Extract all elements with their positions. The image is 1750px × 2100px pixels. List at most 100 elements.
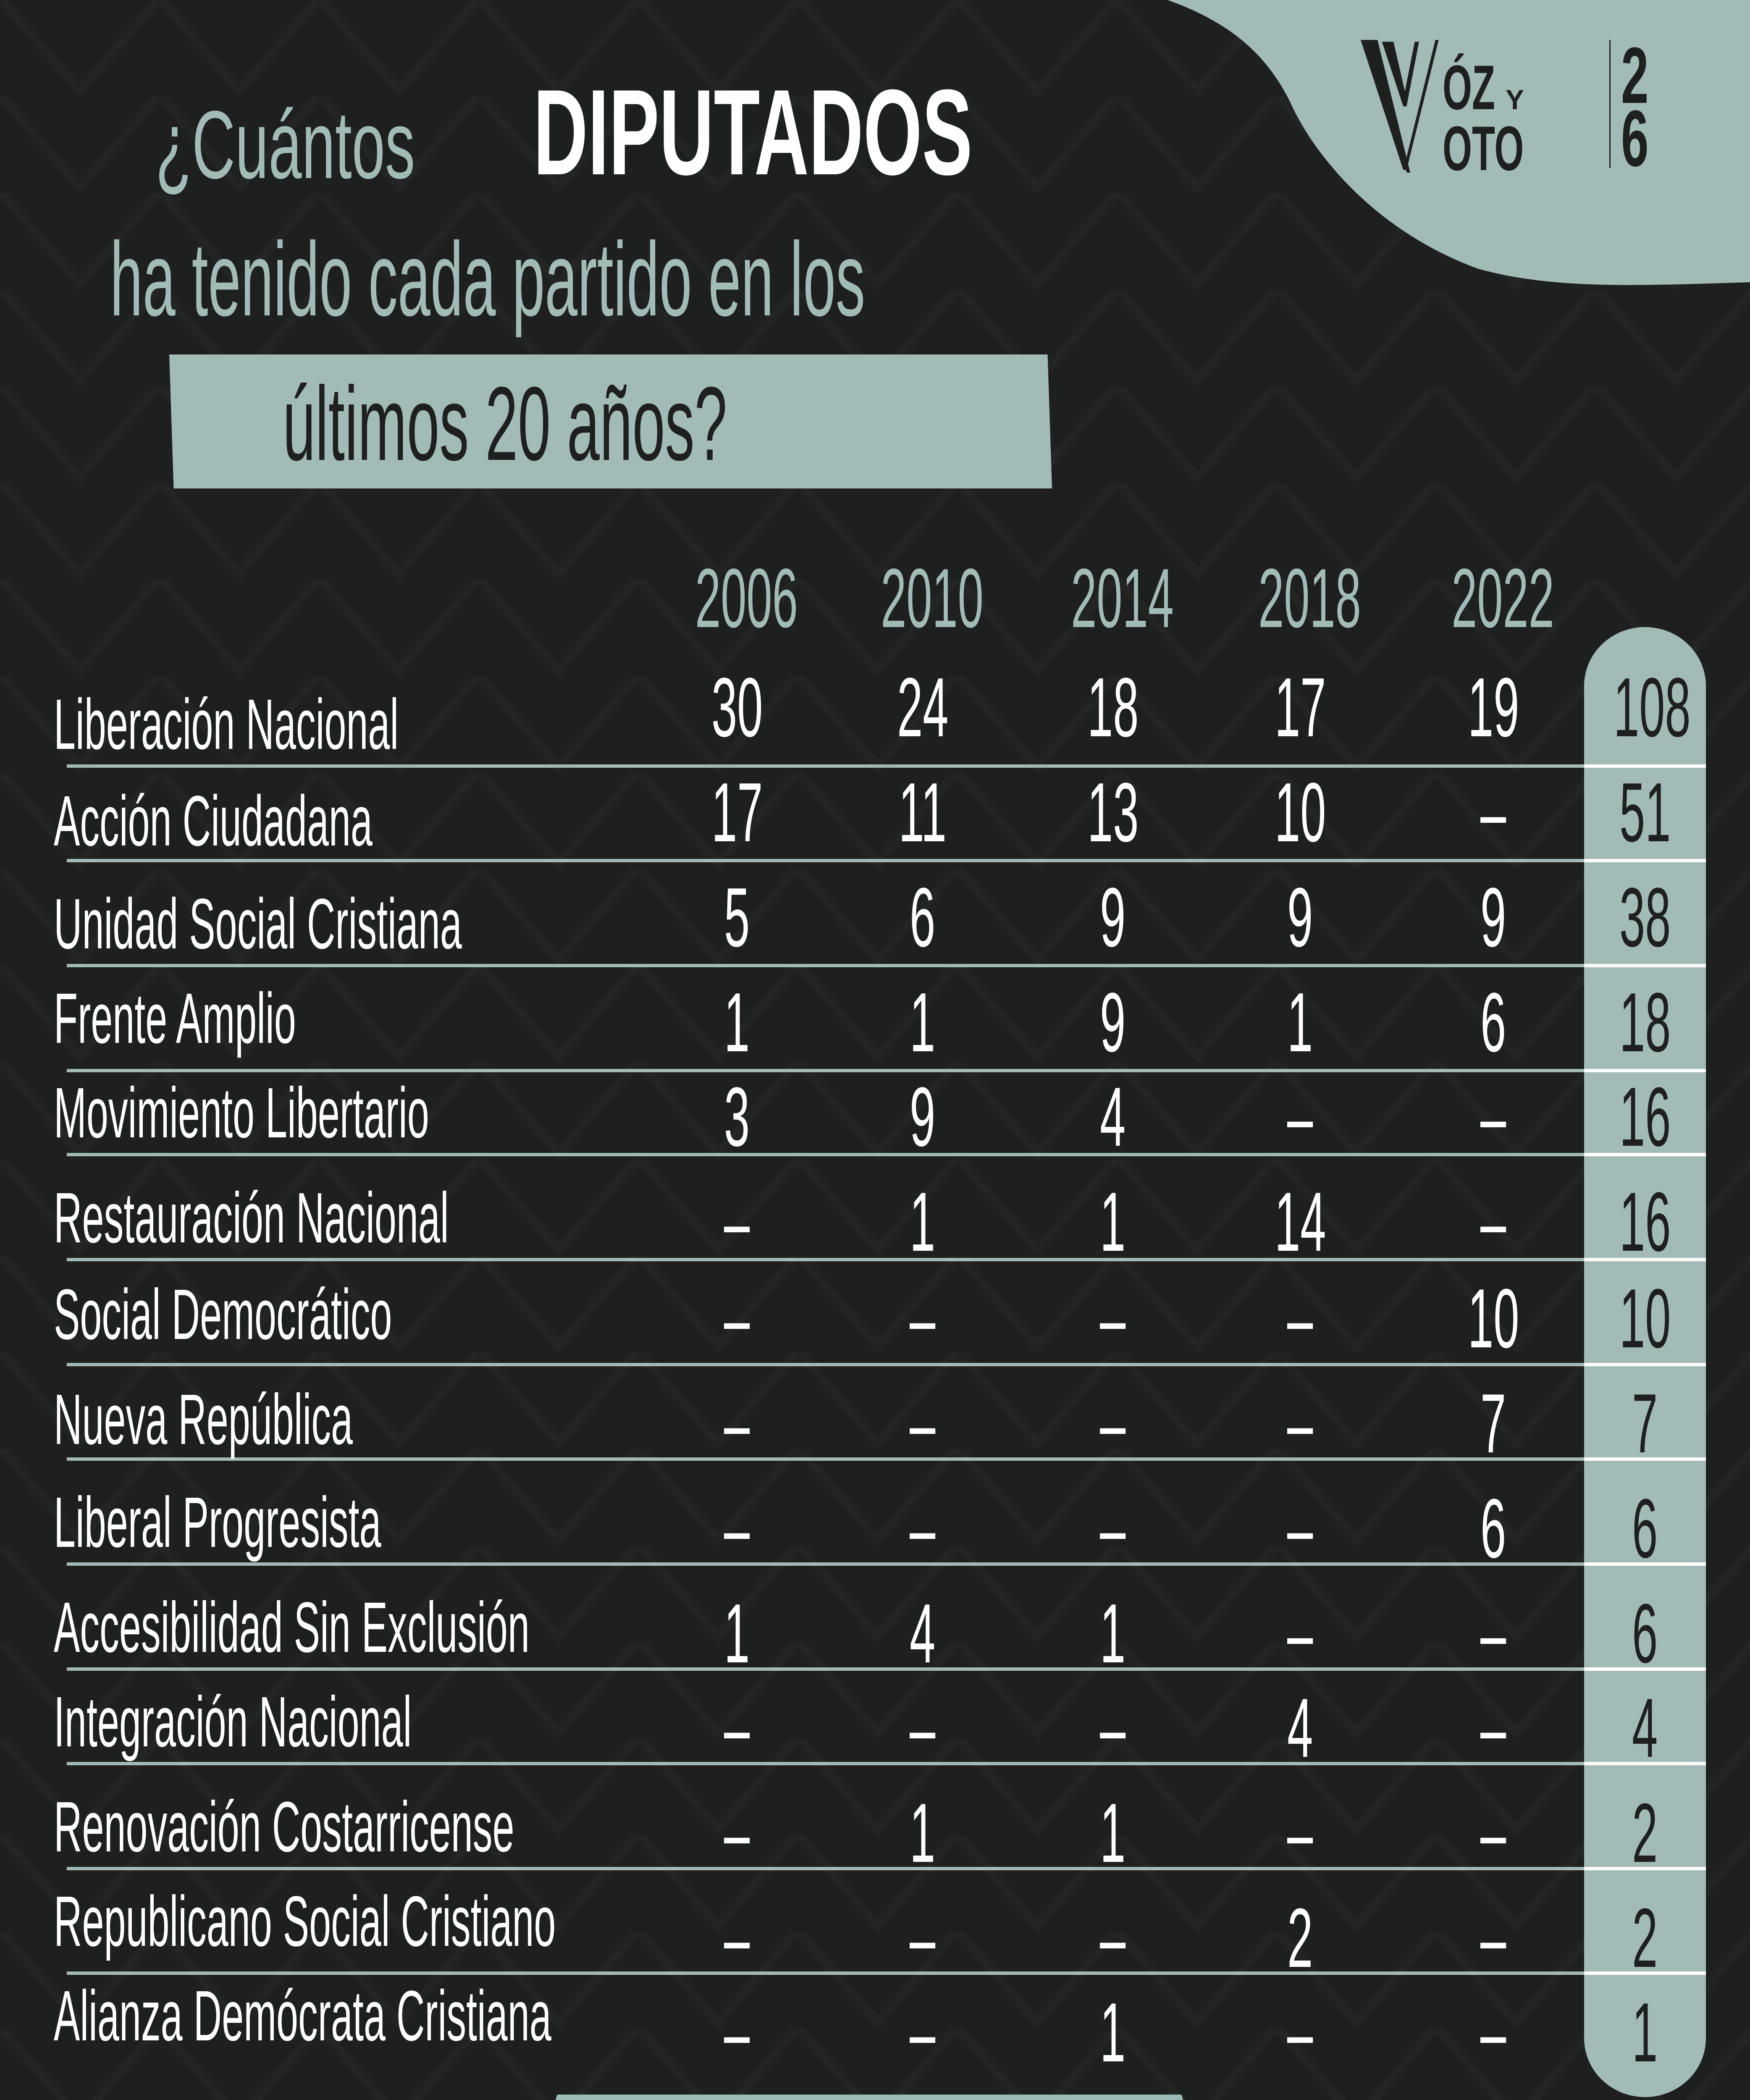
party-label: Restauración Nacional — [54, 1178, 449, 1258]
table-cell-2006: – — [724, 1786, 750, 1880]
row-separator — [67, 1258, 1706, 1261]
logo-v-outer — [1361, 40, 1439, 170]
table-cell-2006: – — [724, 1175, 750, 1269]
party-label: Liberal Progresista — [54, 1483, 381, 1562]
row-separator — [67, 1762, 1706, 1765]
row-separator — [67, 1867, 1706, 1870]
title-banner: últimos 20 años? — [169, 354, 1052, 488]
total-cell: 4 — [1632, 1681, 1658, 1775]
table-cell-2018: – — [1287, 1482, 1313, 1575]
row-separator — [67, 859, 1706, 862]
total-cell: 1 — [1632, 1986, 1658, 2079]
table-cell-2022: – — [1480, 1587, 1506, 1680]
table-cell-2010: – — [910, 1891, 936, 1985]
row-separator — [67, 1457, 1706, 1461]
table-cell-2018: 10 — [1274, 766, 1326, 859]
table-cell-2010: – — [910, 1681, 936, 1775]
table-cell-2010: – — [910, 1482, 936, 1575]
row-separator — [67, 764, 1706, 768]
voz-y-voto-logo: ÓZ Y OTO 2 6 — [1361, 40, 1649, 174]
total-cell: 18 — [1619, 976, 1671, 1069]
svg-text:ÓZ: ÓZ — [1443, 52, 1495, 123]
table-cell-2006: 3 — [724, 1070, 750, 1164]
table-cell-2010: 4 — [910, 1587, 936, 1680]
table-cell-2018: 17 — [1274, 661, 1326, 754]
total-cell: 2 — [1632, 1891, 1658, 1985]
table-cell-2022: – — [1480, 1175, 1506, 1269]
table-cell-2010: – — [910, 1377, 936, 1470]
title-highlight: DIPUTADOS — [533, 64, 973, 200]
table-cell-2022: 6 — [1480, 1482, 1506, 1575]
table-cell-2006: 1 — [724, 1587, 750, 1680]
total-cell: 7 — [1632, 1377, 1658, 1470]
table-cell-2010: 24 — [897, 661, 949, 754]
table-cell-2018: 9 — [1287, 871, 1313, 964]
table-cell-2010: 11 — [898, 766, 947, 859]
table-cell-2022: 10 — [1467, 1272, 1519, 1365]
table-cell-2022: 7 — [1480, 1377, 1506, 1470]
title-line-2: ha tenido cada partido en los — [110, 220, 865, 338]
party-label: Acción Ciudadana — [54, 781, 373, 861]
table-cell-2014: 18 — [1087, 661, 1139, 754]
row-separator — [67, 1667, 1706, 1671]
table-cell-2018: – — [1287, 1986, 1313, 2079]
table-cell-2018: – — [1287, 1272, 1313, 1365]
table-cell-2006: 30 — [711, 661, 763, 754]
svg-text:Y: Y — [1506, 84, 1524, 115]
table-cell-2014: 1 — [1100, 1986, 1126, 2079]
table-cell-2006: – — [724, 1377, 750, 1470]
title-prefix: ¿Cuántos — [155, 91, 415, 199]
year-header-2018: 2018 — [1258, 551, 1361, 645]
total-cell: 6 — [1632, 1587, 1658, 1680]
table-cell-2018: – — [1287, 1587, 1313, 1680]
row-separator — [67, 1971, 1706, 1975]
table-cell-2006: 17 — [711, 766, 763, 859]
year-header-2010: 2010 — [881, 551, 984, 645]
table-cell-2014: 13 — [1087, 766, 1139, 859]
title-banner-text: últimos 20 años? — [283, 365, 727, 482]
table-cell-2022: – — [1480, 1070, 1506, 1164]
table-cell-2006: – — [724, 1681, 750, 1775]
table-cell-2014: 4 — [1100, 1070, 1126, 1164]
table-cell-2014: – — [1100, 1681, 1126, 1775]
total-cell: 10 — [1619, 1272, 1671, 1365]
totals-column-pill — [1584, 627, 1706, 2097]
table-cell-2014: 1 — [1100, 1175, 1126, 1269]
svg-text:6: 6 — [1621, 94, 1649, 174]
table-cell-2014: – — [1100, 1272, 1126, 1365]
party-label: Unidad Social Cristiana — [54, 884, 462, 964]
table-cell-2022: – — [1480, 766, 1506, 859]
table-cell-2010: 1 — [910, 976, 936, 1069]
table-cell-2014: – — [1100, 1482, 1126, 1575]
footer-credits: Fuente: TSEDiseño: Annette Miralles — [530, 2095, 1209, 2100]
table-cell-2010: 1 — [910, 1175, 936, 1269]
total-cell: 16 — [1619, 1070, 1671, 1164]
table-cell-2022: 19 — [1467, 661, 1519, 754]
total-cell: 108 — [1614, 661, 1691, 754]
party-label: Republicano Social Cristiano — [54, 1882, 556, 1961]
table-cell-2022: – — [1480, 1681, 1506, 1775]
party-label: Alianza Demócrata Cristiana — [54, 1976, 551, 2056]
total-cell: 2 — [1632, 1786, 1658, 1880]
table-cell-2010: – — [910, 1986, 936, 2079]
party-label: Renovación Costarricense — [54, 1787, 514, 1867]
table-cell-2010: 6 — [910, 871, 936, 964]
table-cell-2006: – — [724, 1482, 750, 1575]
table-cell-2018: 1 — [1287, 976, 1313, 1069]
party-label: Liberación Nacional — [54, 685, 399, 764]
table-cell-2018: 14 — [1274, 1175, 1326, 1269]
table-cell-2022: – — [1480, 1891, 1506, 1985]
table-cell-2018: 4 — [1287, 1681, 1313, 1775]
table-cell-2006: – — [724, 1986, 750, 2079]
table-cell-2018: 2 — [1287, 1891, 1313, 1985]
party-label: Social Democrático — [54, 1275, 392, 1354]
year-header-2014: 2014 — [1071, 551, 1174, 645]
table-cell-2018: – — [1287, 1377, 1313, 1470]
table-cell-2014: 1 — [1100, 1786, 1126, 1880]
row-separator — [67, 1562, 1706, 1566]
row-separator — [67, 1069, 1706, 1072]
party-label: Frente Amplio — [54, 979, 296, 1058]
table-cell-2010: 9 — [910, 1070, 936, 1164]
table-cell-2018: – — [1287, 1070, 1313, 1164]
